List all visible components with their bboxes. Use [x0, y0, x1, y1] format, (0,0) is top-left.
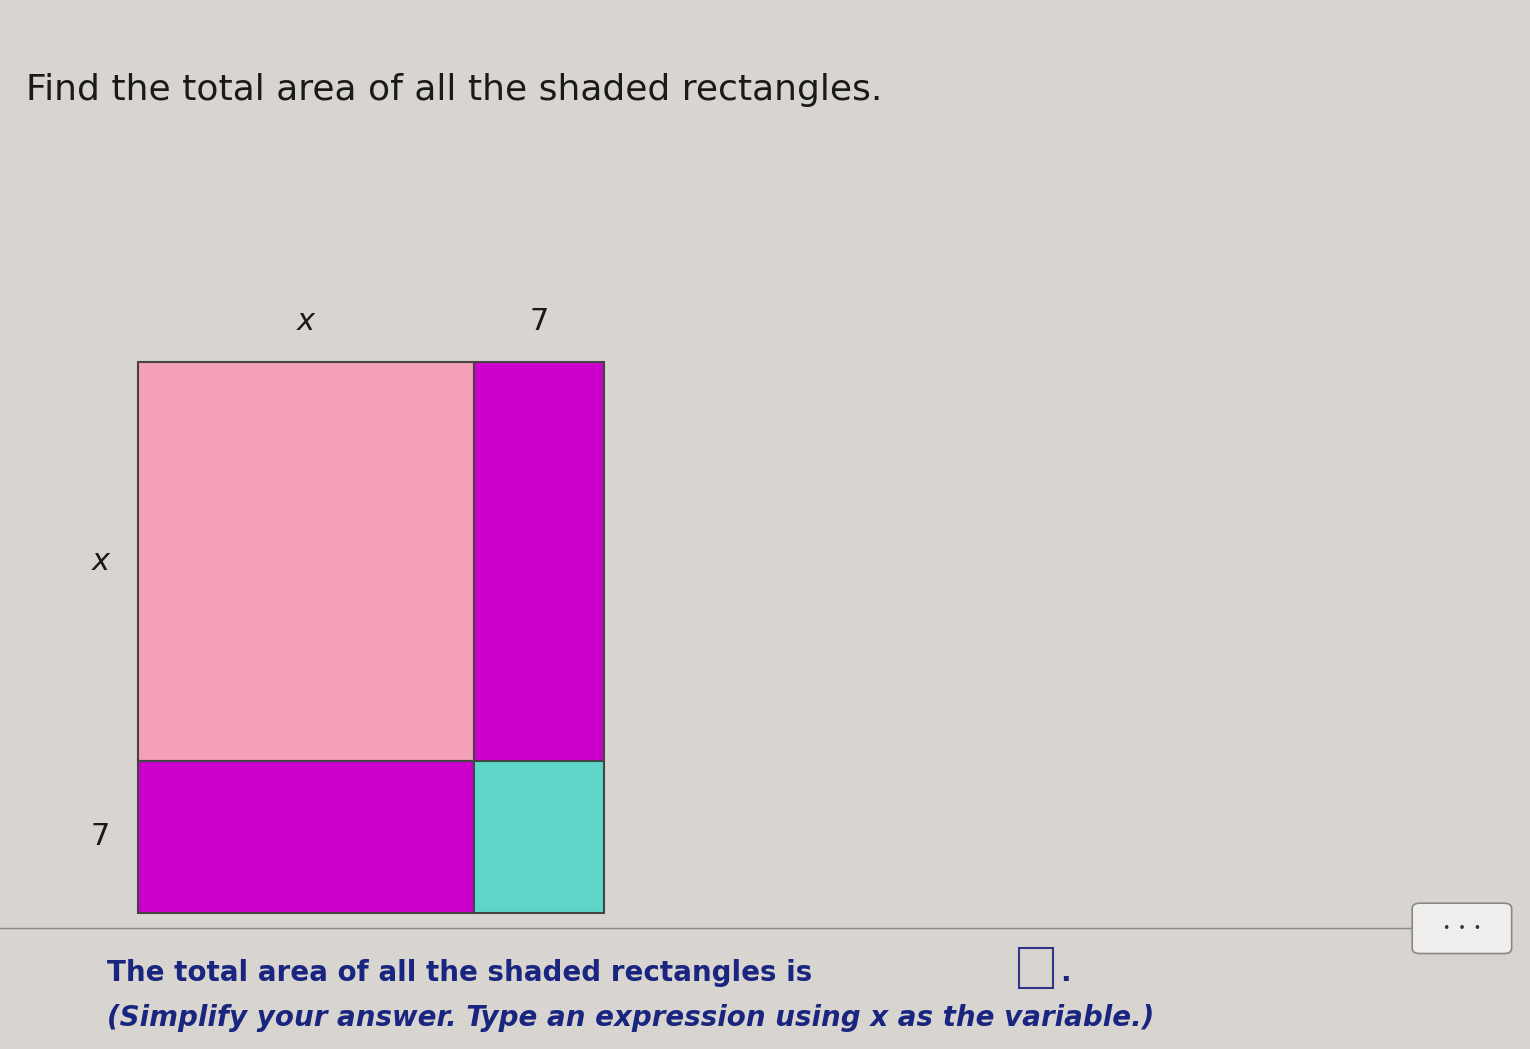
- Text: x: x: [92, 547, 110, 576]
- Bar: [138, 761, 474, 913]
- Bar: [138, 362, 474, 761]
- Text: •  •  •: • • •: [1443, 922, 1481, 935]
- Text: Find the total area of all the shaded rectangles.: Find the total area of all the shaded re…: [26, 73, 883, 107]
- Bar: [1019, 948, 1053, 988]
- Text: 7: 7: [90, 822, 110, 851]
- Text: 7: 7: [529, 306, 549, 336]
- FancyBboxPatch shape: [1412, 903, 1512, 954]
- Text: (Simplify your answer. Type an expression using x as the variable.): (Simplify your answer. Type an expressio…: [107, 1004, 1154, 1031]
- Text: x: x: [297, 306, 315, 336]
- Bar: [474, 761, 604, 913]
- Text: .: .: [1060, 960, 1071, 987]
- Bar: [474, 362, 604, 761]
- Text: The total area of all the shaded rectangles is: The total area of all the shaded rectang…: [107, 960, 812, 987]
